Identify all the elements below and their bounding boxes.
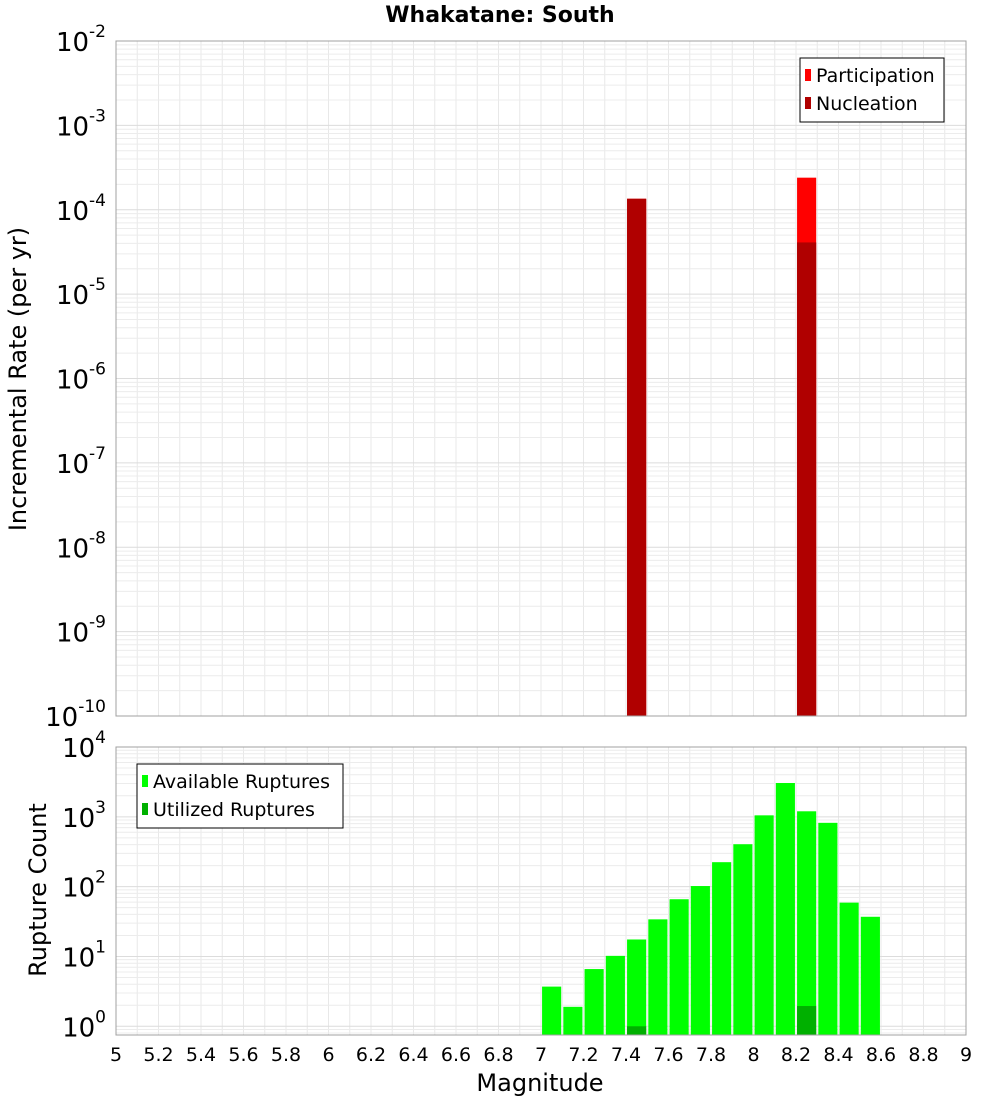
bar: [797, 1006, 817, 1035]
bar: [797, 811, 817, 1035]
y-tick-label: 10-4: [56, 191, 106, 227]
bar: [669, 899, 689, 1035]
bar: [754, 815, 774, 1035]
bar: [839, 902, 859, 1035]
x-tick-label: 5.4: [186, 1044, 216, 1066]
grid: [116, 41, 967, 716]
bar: [775, 783, 795, 1035]
bar: [797, 242, 817, 716]
bar: [627, 198, 647, 717]
legend-label: Available Ruptures: [153, 771, 330, 793]
legend-swatch: [805, 97, 811, 109]
y-tick-labels: 104 103 102 101 100: [62, 728, 106, 1043]
legend-box: [799, 57, 945, 123]
bar: [542, 986, 562, 1035]
y-tick-label: 102: [62, 868, 106, 904]
y-tick-label: 103: [62, 798, 106, 834]
legend-swatch: [142, 803, 148, 815]
x-tick-label: 7.8: [696, 1044, 726, 1066]
legend-label: Participation: [816, 65, 935, 87]
legend-box: [136, 763, 344, 829]
legend-label: Utilized Ruptures: [153, 799, 315, 821]
series-available-ruptures: [542, 783, 880, 1035]
x-tick-label: 8.2: [781, 1044, 811, 1066]
legend-swatch: [142, 775, 148, 787]
y-tick-label: 10-7: [56, 444, 106, 480]
bar: [733, 844, 753, 1035]
x-tick-label: 8: [747, 1044, 759, 1066]
x-tick-label: 7.4: [611, 1044, 641, 1066]
plot-frame: [115, 40, 967, 717]
chart-title: Whakatane: South: [385, 3, 614, 28]
x-tick-label: 5.8: [271, 1044, 301, 1066]
y-tick-label: 10-5: [56, 275, 106, 311]
x-tick-label: 7.2: [568, 1044, 598, 1066]
y-tick-label: 10-3: [56, 106, 106, 142]
rate-panel: 10-2 10-3 10-4 10-5 10-6 10-7 10-8 10-9 10-10 Par…: [45, 22, 967, 733]
x-tick-label: 9: [960, 1044, 972, 1066]
x-tick-label: 5.2: [143, 1044, 173, 1066]
x-tick-label: 8.6: [866, 1044, 896, 1066]
top-y-axis-label: Incremental Rate (per yr): [4, 227, 32, 531]
bar: [605, 955, 625, 1035]
x-tick-label: 7.6: [653, 1044, 683, 1066]
bar: [648, 919, 668, 1035]
y-tick-labels: 10-2 10-3 10-4 10-5 10-6 10-7 10-8 10-9 10-10: [45, 22, 106, 733]
bar: [584, 969, 604, 1035]
y-tick-label: 10-9: [56, 613, 106, 649]
x-tick-labels: 5 5.2 5.4 5.6 5.8 6 6.2 6.4 6.6 6.8 7 7.2 7.4 7.6 7.8 8…: [110, 1044, 972, 1066]
y-tick-label: 10-2: [56, 22, 106, 58]
y-tick-label: 104: [62, 728, 106, 764]
bar: [690, 886, 710, 1035]
y-tick-label: 10-8: [56, 528, 106, 564]
legend-swatch: [805, 69, 811, 81]
legend-label: Nucleation: [816, 93, 918, 115]
x-tick-label: 5.6: [228, 1044, 258, 1066]
x-axis-label: Magnitude: [476, 1069, 603, 1097]
legend: Participation Nucleation: [799, 57, 945, 123]
x-tick-label: 6.2: [356, 1044, 386, 1066]
plot-frame: [115, 746, 967, 1036]
y-tick-label: 100: [62, 1007, 106, 1043]
x-tick-label: 8.4: [823, 1044, 853, 1066]
y-tick-label: 10-6: [56, 360, 106, 396]
bar: [627, 1026, 647, 1035]
bar: [563, 1006, 583, 1035]
y-tick-label: 10-10: [45, 697, 106, 733]
series-utilized-ruptures: [627, 1006, 817, 1035]
x-tick-label: 6.4: [398, 1044, 428, 1066]
x-tick-label: 7: [535, 1044, 547, 1066]
x-tick-label: 6.8: [483, 1044, 513, 1066]
y-tick-label: 101: [62, 937, 106, 973]
x-tick-label: 6: [322, 1044, 334, 1066]
bar: [818, 822, 838, 1035]
bar: [860, 916, 880, 1035]
series-nucleation: [627, 198, 817, 717]
x-tick-label: 5: [110, 1044, 122, 1066]
x-tick-label: 6.6: [441, 1044, 471, 1066]
bar: [712, 862, 732, 1035]
x-tick-label: 8.8: [908, 1044, 938, 1066]
legend: Available Ruptures Utilized Ruptures: [136, 763, 344, 829]
bottom-y-axis-label: Rupture Count: [24, 803, 52, 977]
bar: [627, 939, 647, 1035]
